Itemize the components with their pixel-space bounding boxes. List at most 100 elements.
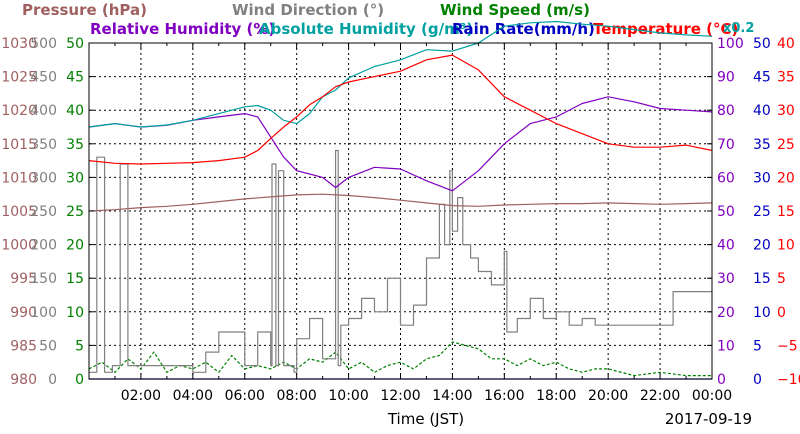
legend-item: Rain Rate(mm/h) <box>452 20 595 38</box>
y-tick-label-pressure: 995 <box>10 271 37 287</box>
y-tick-label-humidity: 80 <box>717 103 735 119</box>
x-tick-label: 12:00 <box>380 388 420 404</box>
grid <box>89 43 712 379</box>
y-tick-label-wind-speed: 45 <box>66 70 84 86</box>
y-tick-label-pressure: 1025 <box>1 70 37 86</box>
y-tick-label-wind-dir: 150 <box>30 271 57 287</box>
x-tick-label: 14:00 <box>432 388 472 404</box>
y-tick-label-rain: 10 <box>753 305 771 321</box>
series-line-wind-speed-m-s <box>88 341 712 377</box>
x-axis-label: Time (JST) <box>387 410 464 428</box>
y-tick-label-wind-speed: 25 <box>66 204 84 220</box>
y-tick-label-temperature: 25 <box>777 137 795 153</box>
series-line-pressure-hpa <box>88 193 713 212</box>
y-tick-label-rain: 15 <box>753 271 771 287</box>
y-tick-label-wind-speed: 50 <box>66 36 84 52</box>
y-tick-label-temperature: −10 <box>777 372 800 388</box>
left-axes: 9809859909951000100510101015102010251030… <box>1 36 712 388</box>
y-tick-label-wind-dir: 500 <box>30 36 57 52</box>
x-tick-label: 18:00 <box>536 388 576 404</box>
y-tick-label-humidity: 10 <box>717 338 735 354</box>
y-tick-label-wind-dir: 400 <box>30 103 57 119</box>
y-tick-label-wind-speed: 30 <box>66 170 84 186</box>
series-line-temperature-c <box>88 54 713 165</box>
y-tick-label-wind-dir: 350 <box>30 137 57 153</box>
legend-item: Absolute Humidity (g/m³) <box>259 20 473 38</box>
legend-item: Temperature (°C) <box>593 20 738 38</box>
y-tick-label-humidity: 30 <box>717 271 735 287</box>
y-tick-label-rain: 20 <box>753 238 771 254</box>
y-tick-label-humidity: 100 <box>717 36 744 52</box>
x-tick-label: 02:00 <box>121 388 161 404</box>
y-tick-label-temperature: −5 <box>777 338 798 354</box>
y-tick-label-wind-speed: 20 <box>66 238 84 254</box>
y-tick-label-wind-speed: 0 <box>75 372 84 388</box>
y-tick-label-temperature: 30 <box>777 103 795 119</box>
y-tick-label-wind-dir: 300 <box>30 170 57 186</box>
legend-scale-note: x0.2 <box>723 21 754 36</box>
y-tick-label-temperature: 10 <box>777 238 795 254</box>
series-line-wind-direction <box>89 149 712 373</box>
y-tick-label-humidity: 20 <box>717 305 735 321</box>
y-tick-label-rain: 40 <box>753 103 771 119</box>
y-tick-label-rain: 5 <box>753 338 762 354</box>
y-tick-label-rain: 50 <box>753 36 771 52</box>
y-tick-label-rain: 45 <box>753 70 771 86</box>
y-tick-label-wind-speed: 10 <box>66 305 84 321</box>
y-tick-label-wind-dir: 450 <box>30 70 57 86</box>
y-tick-label-temperature: 5 <box>777 271 786 287</box>
y-tick-label-rain: 30 <box>753 170 771 186</box>
series-line-relative-humidity <box>88 96 713 192</box>
y-tick-label-pressure: 980 <box>10 372 37 388</box>
y-tick-label-humidity: 90 <box>717 70 735 86</box>
y-tick-label-humidity: 70 <box>717 137 735 153</box>
y-tick-label-wind-speed: 40 <box>66 103 84 119</box>
date-label: 2017-09-19 <box>665 410 752 428</box>
series-line-absolute-humidity-g-m <box>88 20 713 128</box>
x-tick-label: 10:00 <box>328 388 368 404</box>
legend-item: Wind Speed (m/s) <box>440 1 590 19</box>
x-tick-label: 22:00 <box>640 388 680 404</box>
y-tick-label-humidity: 40 <box>717 238 735 254</box>
y-tick-label-rain: 0 <box>753 372 762 388</box>
right-axes: 0102030405060708090100051015202530354045… <box>717 36 800 388</box>
legend-item: Wind Direction (°) <box>232 1 384 19</box>
legend-item: Pressure (hPa) <box>22 1 147 19</box>
y-tick-label-wind-dir: 0 <box>48 372 57 388</box>
y-tick-label-temperature: 35 <box>777 70 795 86</box>
y-tick-label-wind-dir: 200 <box>30 238 57 254</box>
series-layer <box>88 20 713 380</box>
y-tick-label-pressure: 1000 <box>1 238 37 254</box>
y-tick-label-pressure: 1010 <box>1 170 37 186</box>
y-tick-label-wind-speed: 35 <box>66 137 84 153</box>
y-tick-label-wind-dir: 50 <box>39 338 57 354</box>
y-tick-label-rain: 35 <box>753 137 771 153</box>
legend-item: Relative Humidity (%) <box>90 20 275 38</box>
x-tick-label: 00:00 <box>692 388 732 404</box>
y-tick-label-rain: 25 <box>753 204 771 220</box>
x-tick-label: 06:00 <box>225 388 265 404</box>
legend: Pressure (hPa) Wind Direction (°) Wind Spe… <box>22 1 754 38</box>
x-tick-label: 04:00 <box>173 388 213 404</box>
y-tick-label-temperature: 20 <box>777 170 795 186</box>
y-tick-label-pressure: 1030 <box>1 36 37 52</box>
x-tick-label: 20:00 <box>588 388 628 404</box>
y-tick-label-humidity: 50 <box>717 204 735 220</box>
x-axis: 02:00 04:00 06:00 08:00 10:00 12:00 14:00 16:00… <box>88 43 732 404</box>
y-tick-label-humidity: 60 <box>717 170 735 186</box>
y-tick-label-humidity: 0 <box>717 372 726 388</box>
y-tick-label-pressure: 1015 <box>1 137 37 153</box>
x-tick-label: 08:00 <box>276 388 316 404</box>
y-tick-label-pressure: 985 <box>10 338 37 354</box>
y-tick-label-wind-speed: 15 <box>66 271 84 287</box>
y-tick-label-wind-speed: 5 <box>75 338 84 354</box>
y-tick-label-temperature: 15 <box>777 204 795 220</box>
y-tick-label-wind-dir: 100 <box>30 305 57 321</box>
x-tick-label: 16:00 <box>484 388 524 404</box>
y-tick-label-wind-dir: 250 <box>30 204 57 220</box>
y-tick-label-pressure: 1020 <box>1 103 37 119</box>
y-tick-label-pressure: 990 <box>10 305 37 321</box>
y-tick-label-temperature: 40 <box>777 36 795 52</box>
y-tick-label-temperature: 0 <box>777 305 786 321</box>
